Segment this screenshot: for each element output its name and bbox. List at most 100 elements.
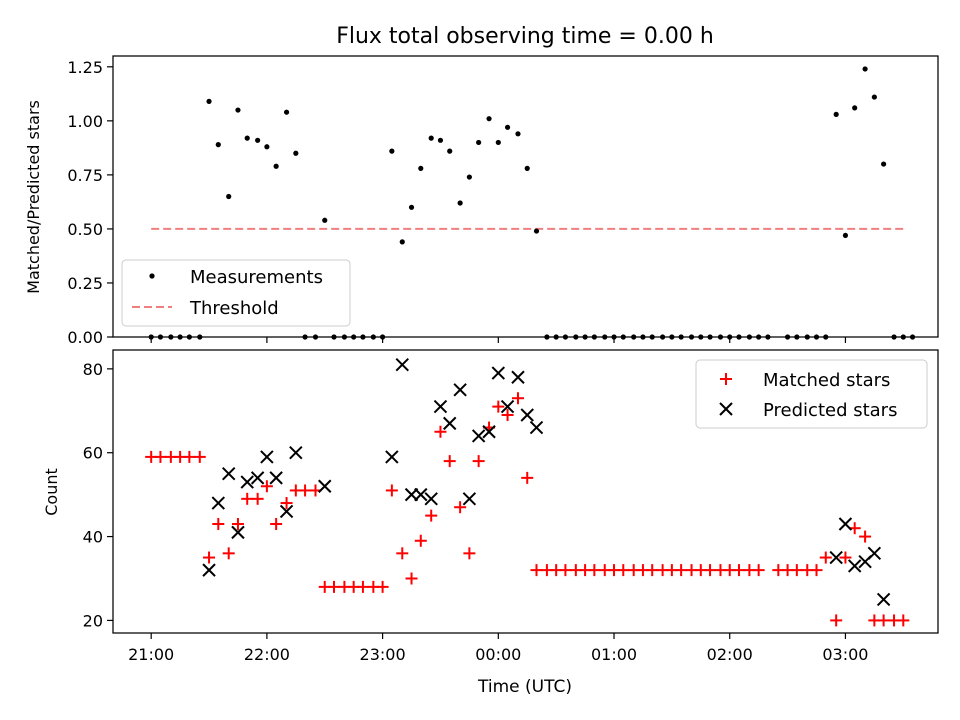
measurement-point (226, 193, 232, 200)
y-tick-label: 0.50 (67, 220, 103, 239)
matched-point (328, 580, 341, 593)
matched-point (425, 509, 438, 522)
matched-point (830, 614, 843, 627)
y-tick-label: 0.00 (67, 328, 103, 347)
predicted-point (414, 487, 428, 502)
matched-point (260, 480, 273, 493)
x-tick-label: 00:00 (475, 645, 521, 664)
measurement-point (273, 163, 279, 169)
matched-point (501, 408, 514, 421)
measurement-point (862, 66, 868, 72)
measurement-point (235, 107, 241, 113)
measurement-point (495, 139, 501, 146)
predicted-point (511, 370, 525, 384)
ratio-panel: 0.00 0.25 0.50 0.75 1.00 1.25 Matched/Predict… (24, 55, 939, 347)
matched-point (405, 572, 418, 585)
y-tick-label: 1.25 (67, 58, 103, 77)
matched-point (472, 455, 485, 468)
predicted-point (279, 504, 294, 519)
y-tick-label: 0.75 (67, 166, 103, 185)
matched-point (790, 564, 803, 577)
measurement-point (457, 200, 463, 206)
matched-point (203, 551, 216, 564)
measurement-point (399, 239, 405, 245)
matched-point (521, 471, 534, 484)
predicted-point (876, 592, 891, 607)
predicted-point (829, 550, 843, 565)
predicted-point (867, 546, 882, 561)
measurement-point (466, 174, 472, 180)
count-y-axis-label: Count (42, 468, 61, 516)
x-tick-label: 22:00 (244, 645, 290, 664)
matched-point (183, 450, 196, 463)
matched-point (385, 484, 398, 497)
measurement-point (408, 204, 415, 210)
matched-point (270, 517, 283, 530)
legend-threshold-label: Threshold (189, 298, 279, 319)
y-tick-label: 1.00 (67, 112, 103, 131)
legend-predicted-marker (719, 402, 733, 416)
matched-point (154, 450, 167, 463)
measurement-point (389, 148, 395, 154)
legend-matched-label: Matched stars (763, 370, 890, 391)
x-tick-label: 23:00 (360, 645, 406, 664)
y-tick-label: 80 (83, 360, 103, 379)
count-legend: Matched stars Predicted stars (695, 359, 928, 429)
predicted-point (260, 450, 274, 464)
predicted-point (433, 399, 448, 414)
matched-point (530, 564, 543, 577)
measurement-point (283, 109, 290, 115)
matched-point (251, 492, 264, 505)
matched-point (414, 534, 427, 547)
figure-title: Flux total observing time = 0.00 h (336, 24, 714, 49)
matched-point (299, 484, 312, 497)
y-tick-label: 60 (83, 444, 103, 463)
predicted-point (289, 446, 303, 460)
predicted-point (500, 399, 515, 414)
measurement-point (264, 144, 270, 150)
predicted-point (424, 492, 438, 506)
measurement-point (881, 161, 887, 167)
matched-point (231, 517, 244, 530)
matched-point (675, 564, 688, 577)
measurement-point (871, 94, 877, 100)
measurement-point (852, 105, 858, 111)
measurement-point (524, 165, 530, 171)
predicted-point (202, 563, 216, 577)
matched-point (193, 450, 206, 463)
predicted-point (231, 525, 245, 540)
predicted-point (250, 471, 265, 485)
legend-measurements-marker (149, 273, 155, 279)
x-tick-label: 01:00 (591, 645, 637, 664)
measurement-point (504, 124, 511, 130)
predicted-point (838, 517, 853, 531)
predicted-point (471, 429, 486, 443)
measurement-point (476, 139, 482, 146)
predicted-point (491, 366, 506, 380)
measurement-point (486, 116, 492, 122)
measurement-point (833, 111, 839, 117)
y-tick-label: 20 (83, 611, 103, 630)
measurement-point (293, 150, 299, 156)
measurement-point (244, 135, 250, 141)
predicted-point (211, 496, 226, 510)
matched-point (559, 564, 572, 577)
measurement-point (515, 131, 521, 137)
count-panel: 20 40 60 80 21:00 22:00 23:00 00:00 01:00 02:00 0… (42, 349, 939, 664)
legend-measurements-label: Measurements (190, 267, 323, 288)
measurement-point (215, 142, 221, 148)
predicted-point (529, 420, 544, 435)
predicted-point (269, 471, 283, 485)
predicted-point (847, 559, 862, 573)
x-axis-label: Time (UTC) (477, 677, 572, 697)
measurement-point (255, 137, 261, 143)
predicted-point (443, 416, 457, 431)
predicted-point (453, 383, 467, 397)
matched-point (810, 564, 823, 577)
measurement-point (447, 148, 453, 154)
x-tick-label: 02:00 (707, 645, 753, 664)
matched-point (897, 614, 910, 627)
matched-point (732, 564, 745, 577)
count-legend-box (695, 359, 928, 429)
